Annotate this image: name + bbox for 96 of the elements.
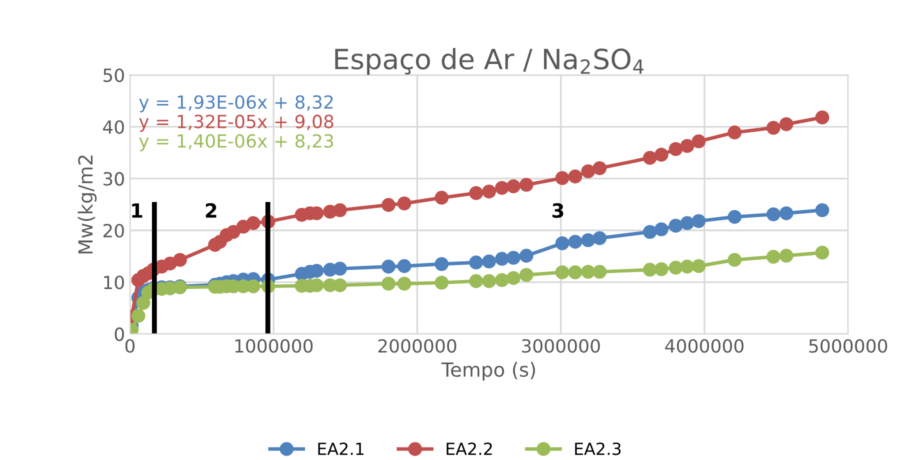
point bbox=[397, 196, 412, 210]
point bbox=[680, 216, 694, 230]
point bbox=[382, 276, 396, 291]
annotation: y = 1,93E-06x + 8,32 bbox=[139, 95, 333, 112]
point bbox=[434, 190, 449, 205]
x-tick-label: 5000000 bbox=[809, 339, 888, 353]
point bbox=[555, 171, 570, 185]
point bbox=[555, 265, 570, 280]
point bbox=[246, 216, 260, 230]
x-tick-label: 0 bbox=[125, 339, 135, 353]
point bbox=[495, 273, 509, 288]
point bbox=[506, 271, 520, 285]
point bbox=[568, 170, 582, 184]
y-tick-label: 10 bbox=[104, 276, 124, 290]
point bbox=[434, 276, 449, 290]
legend-label: EA2.1 bbox=[318, 442, 364, 455]
point bbox=[333, 203, 347, 218]
point bbox=[779, 248, 794, 263]
legend-label: EA2.3 bbox=[575, 442, 621, 456]
annotation: y = 1,40E-06x + 8,23 bbox=[139, 134, 334, 152]
point bbox=[555, 236, 570, 250]
point bbox=[815, 110, 830, 124]
x-tick-label: 4000000 bbox=[665, 339, 744, 353]
point bbox=[568, 265, 582, 280]
y-tick-label: 50 bbox=[104, 68, 124, 82]
point bbox=[333, 278, 347, 292]
annotation: 1 bbox=[132, 203, 142, 218]
point bbox=[469, 274, 484, 288]
point bbox=[668, 142, 683, 156]
x-axis-title: Tempo (s) bbox=[441, 362, 535, 381]
point bbox=[382, 260, 396, 274]
annotation: 3 bbox=[552, 203, 564, 218]
point bbox=[692, 259, 706, 274]
x-tick-label: 3000000 bbox=[522, 339, 600, 353]
point bbox=[469, 256, 484, 270]
point bbox=[692, 134, 706, 148]
y-tick-label: 40 bbox=[103, 120, 124, 134]
point bbox=[333, 262, 347, 276]
chart-title: Espaço de Ar / Na$_{2}$SO$_{4}$ bbox=[335, 48, 644, 75]
point bbox=[482, 254, 496, 268]
point bbox=[642, 224, 657, 239]
point bbox=[766, 250, 780, 264]
point bbox=[728, 210, 742, 224]
x-tick-label: 1000000 bbox=[235, 339, 313, 353]
point bbox=[568, 234, 582, 249]
point bbox=[246, 279, 260, 294]
point bbox=[397, 276, 412, 291]
point bbox=[668, 260, 683, 275]
point bbox=[779, 206, 794, 220]
legend-label: EA2.2 bbox=[446, 442, 492, 455]
point bbox=[519, 248, 534, 263]
point bbox=[654, 262, 668, 276]
point bbox=[654, 148, 668, 162]
point bbox=[397, 259, 412, 274]
annotation: y = 1,32E-05x + 9,08 bbox=[139, 114, 334, 132]
y-tick-label: 20 bbox=[103, 224, 124, 238]
point bbox=[131, 308, 146, 323]
point bbox=[519, 178, 534, 192]
point bbox=[592, 264, 607, 279]
point bbox=[506, 250, 520, 265]
point bbox=[136, 296, 150, 310]
y-tick-label: 30 bbox=[104, 172, 124, 186]
point bbox=[680, 260, 694, 274]
point bbox=[469, 186, 484, 200]
point bbox=[482, 274, 496, 288]
x-tick-label: 2000000 bbox=[378, 339, 456, 353]
point bbox=[592, 161, 607, 176]
y-axis-title: Mw(kg/m2 bbox=[78, 156, 97, 254]
point bbox=[766, 120, 780, 135]
point bbox=[680, 138, 694, 153]
point bbox=[506, 179, 520, 194]
point bbox=[728, 126, 742, 140]
point bbox=[779, 117, 794, 132]
point bbox=[581, 164, 596, 178]
point bbox=[642, 150, 657, 165]
point bbox=[519, 268, 534, 282]
point bbox=[581, 264, 596, 279]
point bbox=[668, 218, 683, 233]
point bbox=[495, 252, 509, 266]
point bbox=[482, 184, 496, 198]
point bbox=[226, 224, 240, 239]
point bbox=[495, 180, 509, 195]
point bbox=[654, 222, 668, 236]
point bbox=[766, 207, 780, 222]
point bbox=[692, 214, 706, 228]
annotation: 2 bbox=[206, 203, 216, 218]
point bbox=[434, 257, 449, 271]
point bbox=[642, 262, 657, 277]
point bbox=[173, 252, 187, 267]
point bbox=[581, 233, 596, 248]
point bbox=[728, 252, 742, 267]
point bbox=[815, 246, 830, 260]
point bbox=[382, 198, 396, 212]
y-tick-label: 0 bbox=[114, 327, 124, 342]
point bbox=[815, 203, 830, 218]
point bbox=[592, 231, 607, 246]
